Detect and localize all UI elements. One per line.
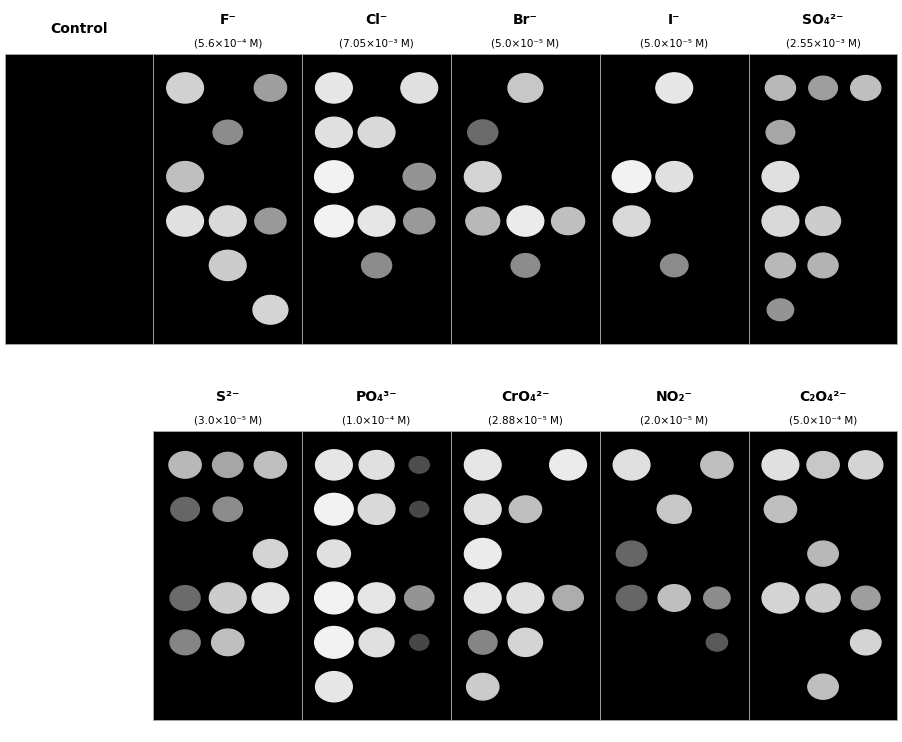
Text: F⁻: F⁻ — [219, 13, 236, 27]
Text: S²⁻: S²⁻ — [216, 390, 239, 404]
Text: (5.0×10⁻⁵ M): (5.0×10⁻⁵ M) — [640, 38, 708, 48]
Text: NO₂⁻: NO₂⁻ — [656, 390, 693, 404]
Text: Cl⁻: Cl⁻ — [365, 13, 388, 27]
Text: (5.6×10⁻⁴ M): (5.6×10⁻⁴ M) — [194, 38, 262, 48]
Text: SO₄²⁻: SO₄²⁻ — [803, 13, 843, 27]
Text: (1.0×10⁻⁴ M): (1.0×10⁻⁴ M) — [343, 415, 410, 425]
Text: (3.0×10⁻⁵ M): (3.0×10⁻⁵ M) — [194, 415, 262, 425]
Text: (2.55×10⁻³ M): (2.55×10⁻³ M) — [786, 38, 861, 48]
Text: (7.05×10⁻³ M): (7.05×10⁻³ M) — [339, 38, 414, 48]
Text: PO₄³⁻: PO₄³⁻ — [355, 390, 398, 404]
Text: Control: Control — [51, 22, 107, 36]
Text: (2.88×10⁻⁵ M): (2.88×10⁻⁵ M) — [488, 415, 563, 425]
Text: C₂O₄²⁻: C₂O₄²⁻ — [799, 390, 847, 404]
Text: (5.0×10⁻⁴ M): (5.0×10⁻⁴ M) — [789, 415, 857, 425]
Text: (2.0×10⁻⁵ M): (2.0×10⁻⁵ M) — [640, 415, 708, 425]
Text: CrO₄²⁻: CrO₄²⁻ — [502, 390, 549, 404]
Text: (5.0×10⁻⁵ M): (5.0×10⁻⁵ M) — [492, 38, 559, 48]
Text: I⁻: I⁻ — [668, 13, 680, 27]
Text: Br⁻: Br⁻ — [513, 13, 538, 27]
